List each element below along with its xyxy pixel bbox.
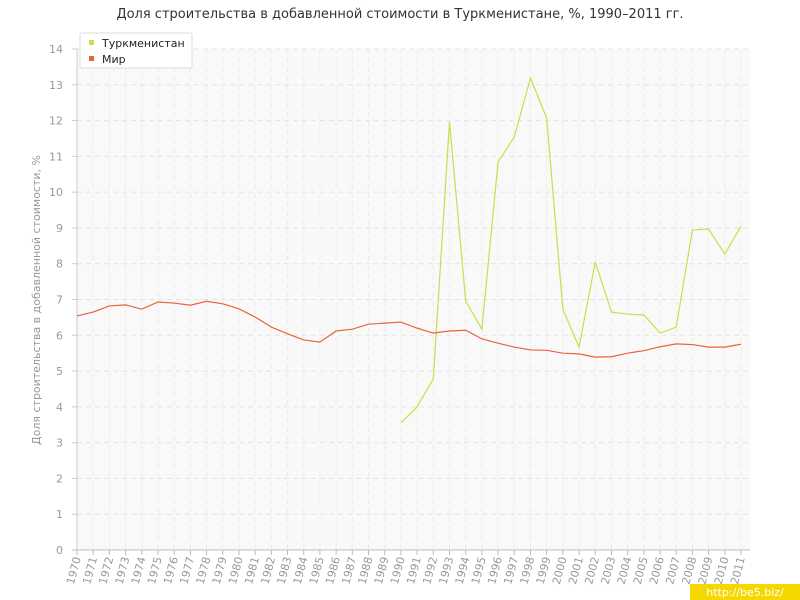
legend-label: Мир [102, 53, 126, 66]
legend-box [79, 32, 193, 69]
y-tick-label: 0 [56, 544, 63, 557]
y-tick-label: 2 [56, 472, 63, 485]
chart-title: Доля строительства в добавленной стоимос… [116, 7, 683, 22]
series-line [76, 300, 742, 358]
y-tick-label: 10 [49, 186, 63, 199]
y-tick-label: 1 [56, 508, 63, 521]
y-tick-label: 5 [56, 365, 63, 378]
y-tick-label: 14 [49, 43, 63, 56]
watermark: http://be5.biz/ [706, 586, 784, 599]
y-tick-label: 8 [56, 258, 63, 271]
y-tick-label: 3 [56, 437, 63, 450]
y-tick-label: 11 [49, 150, 63, 163]
y-tick-label: 13 [49, 79, 63, 92]
legend-swatch [89, 56, 94, 61]
y-tick-label: 6 [56, 329, 63, 342]
y-tick-label: 7 [56, 294, 63, 307]
legend-label: Туркменистан [101, 37, 185, 50]
watermark-bg [690, 584, 800, 600]
series-line [400, 76, 742, 424]
legend-swatch [89, 40, 94, 45]
y-axis-label: Доля строительства в добавленной стоимос… [30, 155, 43, 445]
y-tick-label: 9 [56, 222, 63, 235]
y-tick-label: 4 [56, 401, 63, 414]
y-tick-label: 12 [49, 115, 63, 128]
